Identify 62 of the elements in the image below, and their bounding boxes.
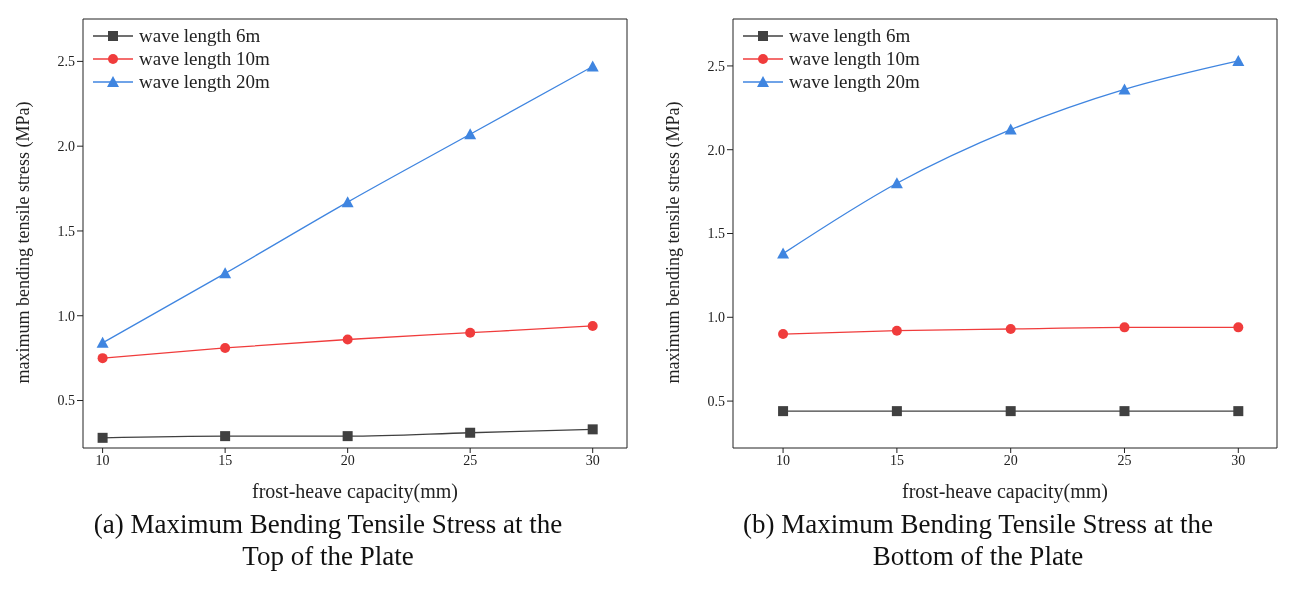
x-tick-label: 10 — [776, 452, 791, 468]
legend-label: wave length 10m — [139, 47, 270, 70]
legend-label: wave length 6m — [789, 24, 911, 47]
legend-label: wave length 20m — [139, 70, 270, 93]
legend-label: wave length 20m — [789, 70, 920, 93]
point — [465, 327, 476, 338]
point — [1233, 322, 1244, 333]
y-tick-label: 1.5 — [57, 223, 75, 239]
point — [1119, 406, 1130, 417]
point — [220, 431, 231, 442]
y-tick-label: 0.5 — [57, 393, 75, 409]
y-tick-label: 2.0 — [707, 142, 725, 158]
y-tick-label: 0.5 — [707, 394, 725, 410]
point — [220, 342, 231, 353]
point — [890, 177, 903, 189]
point — [587, 320, 598, 331]
x-axis-title: frost-heave capacity(mm) — [901, 480, 1109, 503]
point — [587, 424, 598, 435]
point — [891, 406, 902, 417]
point — [342, 431, 353, 442]
point — [465, 427, 476, 438]
point — [341, 196, 354, 208]
point — [891, 325, 902, 336]
point — [778, 406, 789, 417]
point — [1005, 406, 1016, 417]
y-tick-label: 1.5 — [707, 226, 725, 242]
y-axis-title: maximum bending tensile stress (MPa) — [13, 101, 35, 384]
text: (a) Maximum Bending Tensile Stress at the Top of the Plate — [92, 508, 564, 572]
y-tick-label: 2.0 — [57, 139, 75, 155]
x-tick-label: 30 — [1231, 452, 1246, 468]
legend-label: wave length 6m — [139, 24, 261, 47]
x-tick-label: 20 — [340, 452, 355, 468]
y-axis-title: maximum bending tensile stress (MPa) — [663, 101, 685, 384]
x-axis-title: frost-heave capacity(mm) — [251, 480, 459, 503]
point — [586, 60, 599, 72]
x-tick-label: 25 — [463, 452, 478, 468]
y-tick-label: 2.5 — [57, 54, 75, 70]
legend-label: wave length 10m — [789, 47, 920, 70]
point — [1232, 54, 1245, 66]
x-tick-label: 20 — [1003, 452, 1018, 468]
text: (b) Maximum Bending Tensile Stress at the Bottom of the Plate — [741, 508, 1215, 572]
y-tick-label: 2.5 — [707, 58, 725, 74]
point — [778, 329, 789, 340]
point — [96, 336, 109, 348]
point — [464, 128, 477, 140]
x-tick-label: 15 — [889, 452, 904, 468]
y-tick-label: 1.0 — [57, 308, 75, 324]
point — [1233, 406, 1244, 417]
point — [1004, 123, 1017, 135]
point — [1118, 83, 1131, 95]
point — [1005, 324, 1016, 335]
x-tick-label: 15 — [218, 452, 233, 468]
point — [777, 247, 790, 259]
point — [1119, 322, 1130, 333]
point — [342, 334, 353, 345]
point — [97, 432, 108, 443]
point — [219, 267, 232, 279]
x-tick-label: 25 — [1117, 452, 1132, 468]
point — [97, 353, 108, 364]
x-tick-label: 30 — [585, 452, 600, 468]
x-tick-label: 10 — [95, 452, 110, 468]
y-tick-label: 1.0 — [707, 310, 725, 326]
